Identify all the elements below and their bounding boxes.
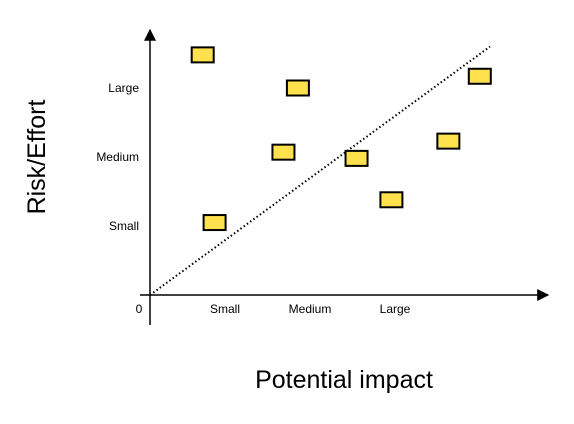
data-point-7: [467, 67, 492, 85]
y-tick-label-medium: Medium: [96, 150, 139, 164]
x-axis-ticks: Small Medium Large: [210, 302, 411, 316]
data-point-8: [202, 214, 227, 232]
y-axis-title: Risk/Effort: [23, 100, 51, 215]
data-point-5: [379, 191, 404, 209]
data-point-1: [190, 46, 215, 64]
y-tick-label-small: Small: [109, 219, 139, 233]
x-tick-label-small: Small: [210, 302, 240, 316]
x-tick-label-medium: Medium: [289, 302, 332, 316]
y-axis-ticks: Small Medium Large: [96, 81, 139, 233]
data-point-6: [436, 132, 461, 150]
data-point-2: [285, 79, 310, 97]
diagonal-reference-line: [149, 45, 491, 296]
x-tick-label-large: Large: [380, 302, 411, 316]
data-point-3: [271, 143, 296, 161]
data-point-4: [344, 149, 369, 167]
data-points: [190, 46, 492, 232]
axes: [140, 28, 550, 325]
origin-label: 0: [136, 302, 143, 316]
x-axis-title: Potential impact: [255, 366, 433, 394]
y-tick-label-large: Large: [108, 81, 139, 95]
